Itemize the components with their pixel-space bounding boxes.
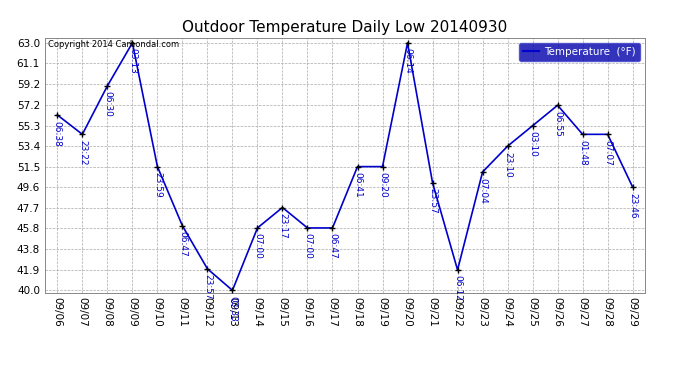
Text: 07:07: 07:07 [603,140,612,166]
Text: 06:12: 06:12 [453,276,462,301]
Text: 23:59: 23:59 [153,172,162,198]
Text: 03:33: 03:33 [228,296,237,322]
Text: 06:47: 06:47 [178,231,187,257]
Text: 23:57: 23:57 [428,188,437,214]
Text: 06:41: 06:41 [353,172,362,198]
Text: 06:47: 06:47 [328,234,337,259]
Title: Outdoor Temperature Daily Low 20140930: Outdoor Temperature Daily Low 20140930 [182,20,508,35]
Text: 09:20: 09:20 [378,172,387,198]
Text: 23:46: 23:46 [628,193,637,218]
Text: 07:00: 07:00 [253,234,262,260]
Text: 07:00: 07:00 [303,234,312,260]
Text: 06:14: 06:14 [403,48,412,74]
Text: 23:22: 23:22 [78,140,87,165]
Text: 06:55: 06:55 [553,111,562,137]
Legend: Temperature  (°F): Temperature (°F) [519,43,640,61]
Text: 06:30: 06:30 [103,92,112,117]
Text: 07:04: 07:04 [478,177,487,203]
Text: 23:10: 23:10 [503,152,512,177]
Text: Copyright 2014 Carhondal.com: Copyright 2014 Carhondal.com [48,40,179,49]
Text: 03:13: 03:13 [128,48,137,74]
Text: 23:57: 23:57 [203,274,212,300]
Text: 01:48: 01:48 [578,140,587,166]
Text: 03:10: 03:10 [528,131,537,157]
Text: 06:38: 06:38 [53,120,62,146]
Text: 23:17: 23:17 [278,213,287,239]
